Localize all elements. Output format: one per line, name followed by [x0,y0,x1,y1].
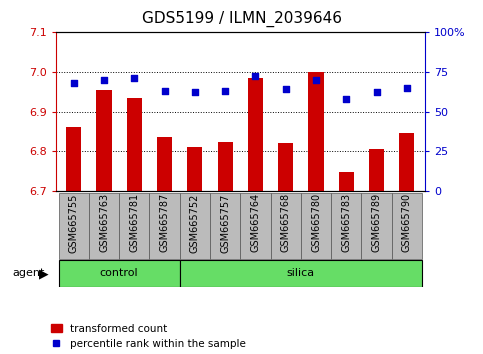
Point [70,80,78,86]
Bar [149,193,180,259]
Point [403,85,411,91]
Bar [278,143,293,191]
Text: GSM665781: GSM665781 [129,193,139,252]
Bar [119,193,149,259]
Point [282,86,290,92]
Point [130,75,138,81]
Bar [58,260,180,287]
Text: GSM665790: GSM665790 [402,193,412,252]
Bar [241,193,270,259]
Point [161,88,169,93]
Bar [210,193,241,259]
Text: GSM665755: GSM665755 [69,193,79,253]
Text: GSM665787: GSM665787 [159,193,170,252]
Bar [369,149,384,191]
Text: GSM665789: GSM665789 [371,193,382,252]
Bar [217,142,233,191]
Text: GSM665757: GSM665757 [220,193,230,253]
Bar [180,260,422,287]
Point [100,77,108,82]
Point [252,74,259,79]
Bar [270,193,301,259]
Bar [309,72,324,191]
Point [312,77,320,82]
Text: GSM665780: GSM665780 [311,193,321,252]
Bar [66,127,81,191]
Text: GSM665763: GSM665763 [99,193,109,252]
Legend: transformed count, percentile rank within the sample: transformed count, percentile rank withi… [51,324,246,349]
Point [373,90,381,95]
Bar [301,193,331,259]
Text: GSM665764: GSM665764 [251,193,260,252]
Text: GSM665783: GSM665783 [341,193,351,252]
Bar [339,172,354,191]
Bar [248,78,263,191]
Bar [157,137,172,191]
Point [191,90,199,95]
Text: GSM665768: GSM665768 [281,193,291,252]
Bar [187,147,202,191]
Text: agent: agent [12,268,44,279]
Text: control: control [100,268,139,279]
Text: GDS5199 / ILMN_2039646: GDS5199 / ILMN_2039646 [142,11,341,27]
Bar [89,193,119,259]
Bar [58,193,89,259]
Bar [127,98,142,191]
Bar [399,133,414,191]
Point [221,88,229,93]
Bar [180,193,210,259]
Text: ▶: ▶ [39,267,48,280]
Bar [97,90,112,191]
Bar [361,193,392,259]
Text: GSM665752: GSM665752 [190,193,200,253]
Bar [331,193,361,259]
Text: silica: silica [287,268,315,279]
Point [342,96,350,102]
Bar [392,193,422,259]
